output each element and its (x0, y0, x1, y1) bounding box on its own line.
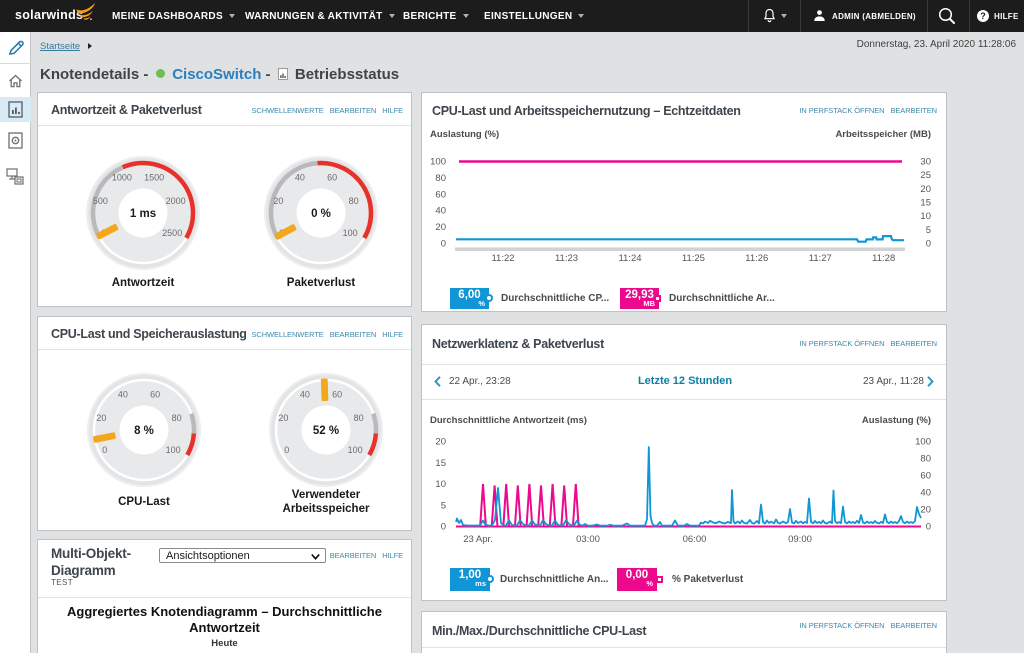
svg-text:2500: 2500 (162, 228, 182, 238)
svg-text:20: 20 (273, 196, 283, 206)
svg-text:60: 60 (435, 189, 446, 200)
svg-text:1 ms: 1 ms (130, 208, 156, 220)
svg-text:15: 15 (920, 198, 931, 209)
svg-text:0: 0 (926, 522, 931, 533)
svg-text:11:23: 11:23 (555, 253, 578, 264)
svg-text:40: 40 (300, 389, 310, 399)
svg-text:100: 100 (915, 437, 931, 448)
svg-text:40: 40 (118, 389, 128, 399)
svg-text:80: 80 (354, 413, 364, 423)
svg-text:60: 60 (332, 389, 342, 399)
svg-text:100: 100 (343, 228, 358, 238)
svg-text:11:25: 11:25 (682, 253, 705, 264)
svg-text:Arbeitsspeicher (MB): Arbeitsspeicher (MB) (835, 129, 931, 140)
svg-text:0: 0 (102, 445, 107, 455)
svg-text:11:28: 11:28 (872, 253, 895, 264)
svg-text:1500: 1500 (144, 172, 164, 182)
svg-text:100: 100 (430, 157, 446, 168)
svg-text:40: 40 (435, 206, 446, 217)
svg-text:10: 10 (435, 479, 446, 490)
svg-text:40: 40 (920, 488, 931, 499)
svg-text:Auslastung (%): Auslastung (%) (430, 129, 499, 140)
svg-text:5: 5 (926, 225, 931, 236)
svg-text:11:22: 11:22 (491, 253, 514, 264)
svg-text:23 Apr.: 23 Apr. (463, 534, 493, 545)
svg-text:52 %: 52 % (313, 425, 339, 437)
svg-text:60: 60 (327, 172, 337, 182)
svg-text:25: 25 (920, 170, 931, 181)
svg-text:06:00: 06:00 (683, 534, 707, 545)
svg-text:60: 60 (150, 389, 160, 399)
svg-text:20: 20 (920, 505, 931, 516)
svg-text:11:27: 11:27 (809, 253, 832, 264)
svg-text:0 %: 0 % (311, 208, 331, 220)
svg-text:0: 0 (284, 445, 289, 455)
svg-text:10: 10 (920, 211, 931, 222)
svg-text:0: 0 (926, 239, 931, 250)
svg-text:100: 100 (166, 445, 181, 455)
svg-text:09:00: 09:00 (788, 534, 812, 545)
svg-text:20: 20 (435, 437, 446, 448)
svg-text:0: 0 (441, 239, 446, 250)
svg-text:1000: 1000 (112, 172, 132, 182)
svg-text:20: 20 (278, 413, 288, 423)
svg-text:20: 20 (96, 413, 106, 423)
svg-text:60: 60 (920, 471, 931, 482)
svg-text:80: 80 (172, 413, 182, 423)
svg-text:100: 100 (348, 445, 363, 455)
svg-text:20: 20 (435, 222, 446, 233)
svg-text:Auslastung (%): Auslastung (%) (862, 415, 931, 426)
svg-text:80: 80 (349, 196, 359, 206)
svg-text:80: 80 (435, 173, 446, 184)
svg-text:2000: 2000 (166, 196, 186, 206)
svg-text:11:24: 11:24 (618, 253, 641, 264)
svg-text:11:26: 11:26 (745, 253, 768, 264)
svg-text:20: 20 (920, 184, 931, 195)
svg-text:15: 15 (435, 458, 446, 469)
svg-text:03:00: 03:00 (576, 534, 600, 545)
svg-text:8 %: 8 % (134, 425, 154, 437)
svg-text:500: 500 (93, 196, 108, 206)
svg-text:Durchschnittliche Antwortzeit: Durchschnittliche Antwortzeit (ms) (430, 415, 587, 426)
svg-text:40: 40 (295, 172, 305, 182)
svg-text:0: 0 (441, 522, 446, 533)
svg-text:5: 5 (441, 500, 446, 511)
svg-text:30: 30 (920, 157, 931, 168)
svg-text:80: 80 (920, 454, 931, 465)
